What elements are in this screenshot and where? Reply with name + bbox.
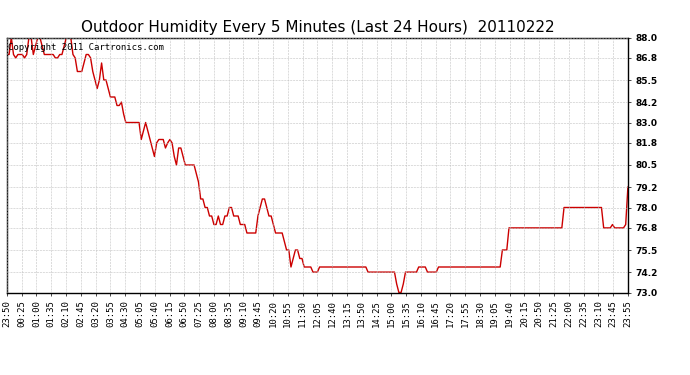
Text: Copyright 2011 Cartronics.com: Copyright 2011 Cartronics.com [8,43,164,52]
Title: Outdoor Humidity Every 5 Minutes (Last 24 Hours)  20110222: Outdoor Humidity Every 5 Minutes (Last 2… [81,20,554,35]
